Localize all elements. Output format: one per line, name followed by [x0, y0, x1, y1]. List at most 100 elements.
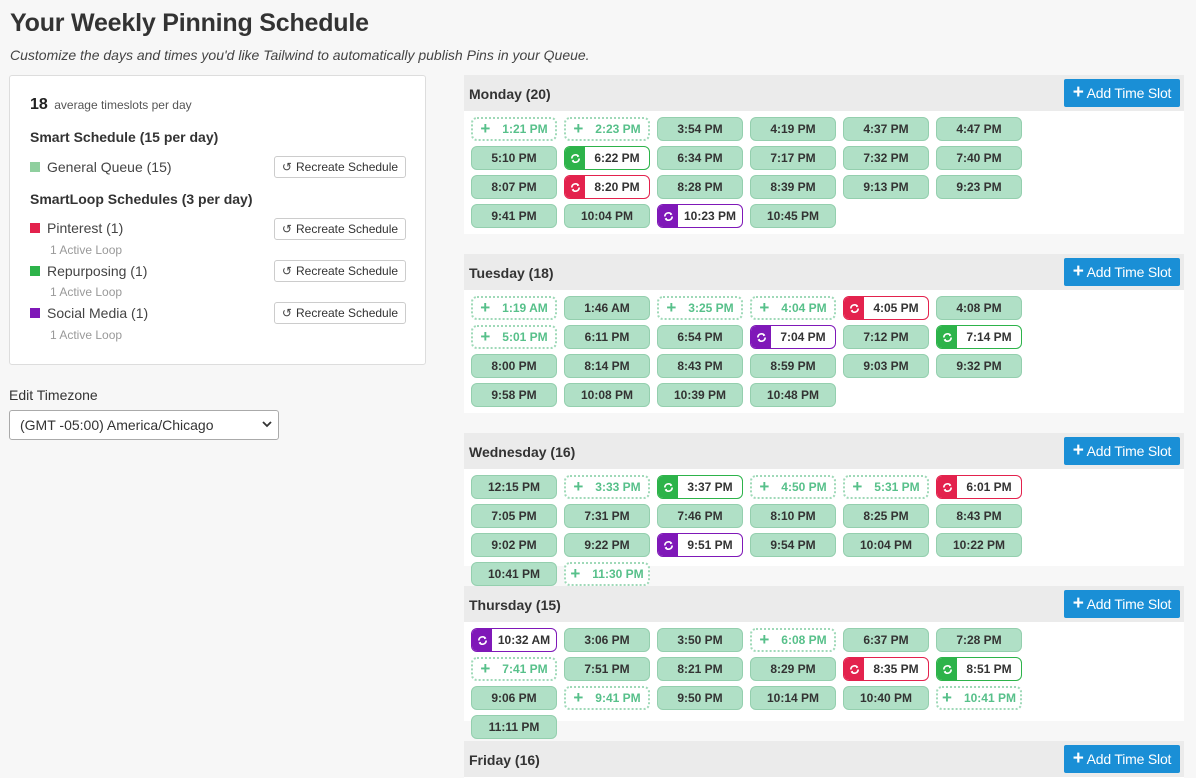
time-slot-filled[interactable]: 10:22 PM — [936, 533, 1022, 557]
time-slot-filled[interactable]: 8:14 PM — [564, 354, 650, 378]
recreate-pinterest-button[interactable]: ↺ Recreate Schedule — [274, 218, 406, 240]
time-slot-filled[interactable]: 4:47 PM — [936, 117, 1022, 141]
time-slot-filled[interactable]: 9:03 PM — [843, 354, 929, 378]
time-slot-filled[interactable]: 8:39 PM — [750, 175, 836, 199]
time-slot-filled[interactable]: 7:40 PM — [936, 146, 1022, 170]
add-time-slot-button[interactable]: + Add Time Slot — [1064, 258, 1180, 286]
time-slot-filled[interactable]: 10:40 PM — [843, 686, 929, 710]
recreate-repurposing-button[interactable]: ↺ Recreate Schedule — [274, 260, 406, 282]
time-slot-filled[interactable]: 7:46 PM — [657, 504, 743, 528]
time-slot-filled[interactable]: 9:58 PM — [471, 383, 557, 407]
time-slot-smartloop-repurposing[interactable]: 3:37 PM — [657, 475, 743, 499]
time-slot-filled[interactable]: 7:51 PM — [564, 657, 650, 681]
plus-icon: + — [1072, 439, 1084, 461]
time-slot-filled[interactable]: 12:15 PM — [471, 475, 557, 499]
time-slot-grid: 12:15 PM +3:33 PM 3:37 PM +4:50 PM +5:31 PM 6… — [464, 469, 1124, 596]
time-slot-filled[interactable]: 10:45 PM — [750, 204, 836, 228]
time-slot-filled[interactable]: 10:48 PM — [750, 383, 836, 407]
time-slot-filled[interactable]: 3:50 PM — [657, 628, 743, 652]
time-slot-smartloop-pinterest[interactable]: 8:20 PM — [564, 175, 650, 199]
time-slot-empty[interactable]: +3:25 PM — [657, 296, 743, 320]
time-slot-smartloop-pinterest[interactable]: 6:01 PM — [936, 475, 1022, 499]
time-slot-empty[interactable]: +5:01 PM — [471, 325, 557, 349]
pinterest-loop-legend: Pinterest (1) — [30, 220, 123, 236]
timezone-select[interactable]: (GMT -05:00) America/Chicago — [9, 410, 279, 440]
time-slot-filled[interactable]: 8:43 PM — [657, 354, 743, 378]
time-slot-filled[interactable]: 10:04 PM — [843, 533, 929, 557]
time-slot-smartloop-pinterest[interactable]: 4:05 PM — [843, 296, 929, 320]
time-slot-empty[interactable]: +4:50 PM — [750, 475, 836, 499]
time-slot-filled[interactable]: 6:37 PM — [843, 628, 929, 652]
time-slot-filled[interactable]: 11:11 PM — [471, 715, 557, 739]
time-slot-filled[interactable]: 8:43 PM — [936, 504, 1022, 528]
time-slot-filled[interactable]: 9:50 PM — [657, 686, 743, 710]
time-slot-filled[interactable]: 5:10 PM — [471, 146, 557, 170]
time-slot-filled[interactable]: 10:14 PM — [750, 686, 836, 710]
time-slot-empty[interactable]: +2:23 PM — [564, 117, 650, 141]
time-slot-empty[interactable]: +11:30 PM — [564, 562, 650, 586]
time-slot-filled[interactable]: 8:21 PM — [657, 657, 743, 681]
time-slot-filled[interactable]: 8:28 PM — [657, 175, 743, 199]
time-slot-filled[interactable]: 6:34 PM — [657, 146, 743, 170]
plus-icon: + — [480, 298, 491, 317]
time-slot-filled[interactable]: 7:32 PM — [843, 146, 929, 170]
time-slot-empty[interactable]: +9:41 PM — [564, 686, 650, 710]
time-slot-filled[interactable]: 6:54 PM — [657, 325, 743, 349]
time-slot-filled[interactable]: 7:12 PM — [843, 325, 929, 349]
time-slot-filled[interactable]: 3:54 PM — [657, 117, 743, 141]
time-slot-empty[interactable]: +3:33 PM — [564, 475, 650, 499]
time-slot-empty[interactable]: +1:21 PM — [471, 117, 557, 141]
add-time-slot-button[interactable]: + Add Time Slot — [1064, 590, 1180, 618]
time-slot-smartloop-pinterest[interactable]: 8:35 PM — [843, 657, 929, 681]
time-slot-filled[interactable]: 9:23 PM — [936, 175, 1022, 199]
time-slot-smartloop-social[interactable]: 9:51 PM — [657, 533, 743, 557]
time-slot-filled[interactable]: 8:10 PM — [750, 504, 836, 528]
time-slot-label: 2:23 PM — [595, 122, 641, 136]
time-slot-smartloop-social[interactable]: 7:04 PM — [750, 325, 836, 349]
time-slot-filled[interactable]: 4:19 PM — [750, 117, 836, 141]
time-slot-empty[interactable]: +5:31 PM — [843, 475, 929, 499]
time-slot-filled[interactable]: 8:25 PM — [843, 504, 929, 528]
time-slot-filled[interactable]: 7:05 PM — [471, 504, 557, 528]
time-slot-label: 5:31 PM — [874, 480, 920, 494]
time-slot-filled[interactable]: 8:59 PM — [750, 354, 836, 378]
time-slot-filled[interactable]: 9:22 PM — [564, 533, 650, 557]
time-slot-smartloop-social[interactable]: 10:32 AM — [471, 628, 557, 652]
time-slot-smartloop-repurposing[interactable]: 7:14 PM — [936, 325, 1022, 349]
time-slot-filled[interactable]: 3:06 PM — [564, 628, 650, 652]
recreate-general-button[interactable]: ↺ Recreate Schedule — [274, 156, 406, 178]
time-slot-empty[interactable]: +4:04 PM — [750, 296, 836, 320]
time-slot-smartloop-repurposing[interactable]: 6:22 PM — [564, 146, 650, 170]
time-slot-filled[interactable]: 8:07 PM — [471, 175, 557, 199]
add-time-slot-button[interactable]: + Add Time Slot — [1064, 79, 1180, 107]
time-slot-filled[interactable]: 9:41 PM — [471, 204, 557, 228]
time-slot-filled[interactable]: 10:39 PM — [657, 383, 743, 407]
time-slot-filled[interactable]: 8:00 PM — [471, 354, 557, 378]
time-slot-filled[interactable]: 7:31 PM — [564, 504, 650, 528]
repurposing-loop-label: Repurposing (1) — [47, 263, 148, 279]
time-slot-filled[interactable]: 7:28 PM — [936, 628, 1022, 652]
time-slot-filled[interactable]: 9:06 PM — [471, 686, 557, 710]
time-slot-filled[interactable]: 9:13 PM — [843, 175, 929, 199]
time-slot-filled[interactable]: 9:02 PM — [471, 533, 557, 557]
time-slot-filled[interactable]: 10:08 PM — [564, 383, 650, 407]
time-slot-filled[interactable]: 4:37 PM — [843, 117, 929, 141]
time-slot-empty[interactable]: +1:19 AM — [471, 296, 557, 320]
recreate-social-button[interactable]: ↺ Recreate Schedule — [274, 302, 406, 324]
time-slot-filled[interactable]: 7:17 PM — [750, 146, 836, 170]
time-slot-empty[interactable]: +6:08 PM — [750, 628, 836, 652]
time-slot-filled[interactable]: 10:41 PM — [471, 562, 557, 586]
add-time-slot-button[interactable]: + Add Time Slot — [1064, 745, 1180, 773]
time-slot-empty[interactable]: +10:41 PM — [936, 686, 1022, 710]
time-slot-empty[interactable]: +7:41 PM — [471, 657, 557, 681]
time-slot-filled[interactable]: 8:29 PM — [750, 657, 836, 681]
time-slot-filled[interactable]: 1:46 AM — [564, 296, 650, 320]
time-slot-filled[interactable]: 10:04 PM — [564, 204, 650, 228]
add-time-slot-button[interactable]: + Add Time Slot — [1064, 437, 1180, 465]
time-slot-filled[interactable]: 4:08 PM — [936, 296, 1022, 320]
time-slot-smartloop-repurposing[interactable]: 8:51 PM — [936, 657, 1022, 681]
time-slot-filled[interactable]: 9:54 PM — [750, 533, 836, 557]
time-slot-filled[interactable]: 9:32 PM — [936, 354, 1022, 378]
time-slot-filled[interactable]: 6:11 PM — [564, 325, 650, 349]
time-slot-smartloop-social[interactable]: 10:23 PM — [657, 204, 743, 228]
